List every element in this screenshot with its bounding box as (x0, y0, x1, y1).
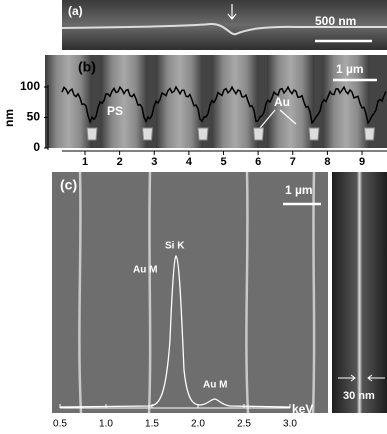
stripe (100, 55, 148, 148)
x-tick-label: 3 (151, 156, 157, 168)
arrow (259, 109, 297, 129)
height-profile (61, 85, 387, 125)
scale-label: 1 µm (285, 183, 313, 197)
peak-label: Au M (203, 380, 227, 391)
stripe (45, 55, 92, 148)
x-tick-label: 6 (255, 156, 261, 168)
spectrum (59, 255, 291, 408)
x-tick-label: 2 (117, 156, 123, 168)
stripe (156, 55, 203, 148)
stripe (322, 55, 370, 148)
x-tick-label: 2.5 (237, 419, 251, 430)
y-tick-label: 50 (27, 110, 41, 124)
width-arrows (338, 374, 385, 382)
region-label: PS (107, 104, 123, 118)
scale-label: 500 nm (315, 14, 356, 28)
cup-icon (308, 127, 320, 141)
x-tick-label: 3.0 (283, 419, 297, 430)
x-tick-label: 9 (359, 156, 365, 168)
cup-icon (197, 127, 209, 141)
x-tick-label: 1.5 (145, 419, 159, 430)
edge (61, 22, 387, 36)
x-tick-label: 7 (290, 156, 296, 168)
x-tick-label: 1.0 (99, 419, 113, 430)
stripe (211, 55, 259, 148)
arrow (227, 4, 237, 20)
y-tick-label: 0 (33, 140, 40, 154)
x-tick-label: 0.5 (53, 419, 67, 430)
x-tick-label: 1 (82, 156, 88, 168)
x-tick-label: 8 (324, 156, 330, 168)
x-tick-label: 4 (186, 156, 193, 168)
wire (78, 171, 316, 414)
cup-icon (141, 127, 154, 141)
peak-label: Au M (133, 265, 157, 276)
sem-image-c (52, 172, 328, 413)
y-tick-label: 100 (20, 79, 40, 93)
panel-label: (a) (68, 4, 83, 18)
width-label: 30 nm (343, 390, 375, 402)
x-axis-label: keV (292, 402, 313, 416)
cup-icon (363, 127, 376, 141)
y-axis-label: nm (2, 109, 16, 127)
region-label: Au (274, 95, 290, 109)
x-tick-label: 5 (220, 156, 226, 168)
cup-icon (86, 127, 98, 141)
sem-image-zoom (332, 172, 387, 413)
cup-icon (252, 127, 265, 141)
x-tick-label: 2.0 (191, 419, 205, 430)
panel-label: (c) (60, 177, 77, 193)
stripe (267, 55, 314, 148)
scale-label: 1 µm (336, 62, 364, 76)
peak-label: Si K (165, 241, 185, 252)
panel-label: (b) (78, 59, 96, 75)
